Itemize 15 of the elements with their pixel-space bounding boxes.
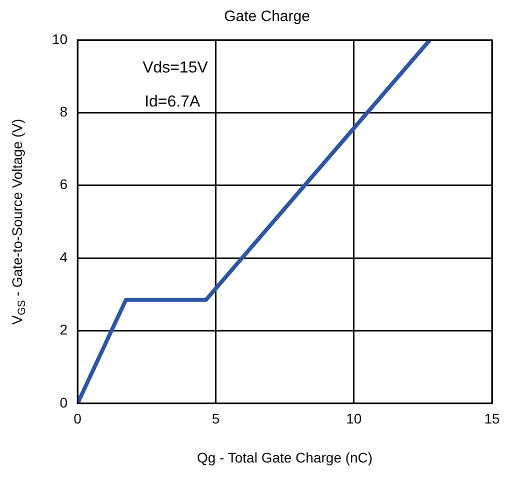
y-tick-label: 8 — [60, 104, 68, 120]
x-tick-label: 10 — [346, 410, 362, 427]
y-tick-label: 0 — [60, 394, 68, 410]
y-tick-label: 2 — [60, 322, 68, 338]
y-tick-label: 4 — [60, 248, 68, 265]
x-axis-title: Qg - Total Gate Charge (nC) — [196, 449, 373, 466]
annotation: Id=6.7A — [144, 93, 200, 110]
y-tick-label: 6 — [60, 176, 68, 192]
y-tick-label: 10 — [52, 30, 68, 47]
y-axis-title: VGS - Gate-to-Source Voltage (V) — [8, 118, 28, 325]
x-tick-label: 15 — [484, 410, 500, 427]
chart-title: Gate Charge — [224, 8, 310, 26]
annotation: Vds=15V — [142, 59, 208, 76]
x-tick-label: 0 — [74, 410, 82, 427]
x-tick-label: 5 — [212, 410, 220, 427]
